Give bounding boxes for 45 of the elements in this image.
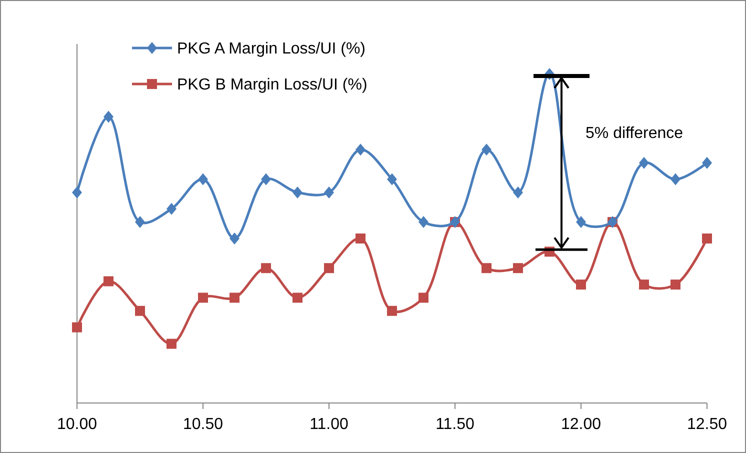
point xyxy=(702,234,712,244)
point xyxy=(387,173,397,186)
point xyxy=(356,234,366,244)
x-tick-label: 11.00 xyxy=(310,416,349,433)
point xyxy=(324,263,334,274)
x-tick-label: 12.00 xyxy=(560,416,602,433)
point xyxy=(135,306,145,316)
x-tick-label: 11.50 xyxy=(436,416,475,433)
point xyxy=(639,156,649,169)
point xyxy=(230,232,240,244)
point xyxy=(72,322,82,332)
point xyxy=(482,144,492,156)
point xyxy=(72,186,82,198)
point xyxy=(418,216,428,228)
legend-label: PKG B Margin Loss/UI (%) xyxy=(177,76,368,94)
legend-label: PKG A Margin Loss/UI (%) xyxy=(177,40,366,58)
annotation: 5% difference xyxy=(586,124,684,142)
point xyxy=(292,186,302,198)
point xyxy=(104,276,114,286)
point xyxy=(261,263,271,274)
point xyxy=(198,173,208,186)
point xyxy=(261,173,271,186)
point xyxy=(576,280,586,290)
point xyxy=(104,110,114,123)
x-tick-label: 10.00 xyxy=(56,416,98,433)
point xyxy=(324,186,334,198)
point xyxy=(482,263,492,274)
point xyxy=(513,186,523,198)
point xyxy=(166,202,176,215)
point xyxy=(702,156,712,169)
point xyxy=(513,263,523,274)
x-tick-label: 10.50 xyxy=(182,416,224,433)
point xyxy=(639,280,649,290)
x-tick-label: 12.50 xyxy=(686,416,728,433)
point xyxy=(198,292,208,303)
point xyxy=(387,306,397,316)
point xyxy=(670,173,680,186)
point xyxy=(230,292,240,303)
point xyxy=(166,338,176,349)
point xyxy=(418,292,428,303)
point xyxy=(292,292,302,303)
point xyxy=(576,216,586,228)
point xyxy=(135,216,145,228)
point xyxy=(356,144,366,156)
point xyxy=(670,280,680,290)
